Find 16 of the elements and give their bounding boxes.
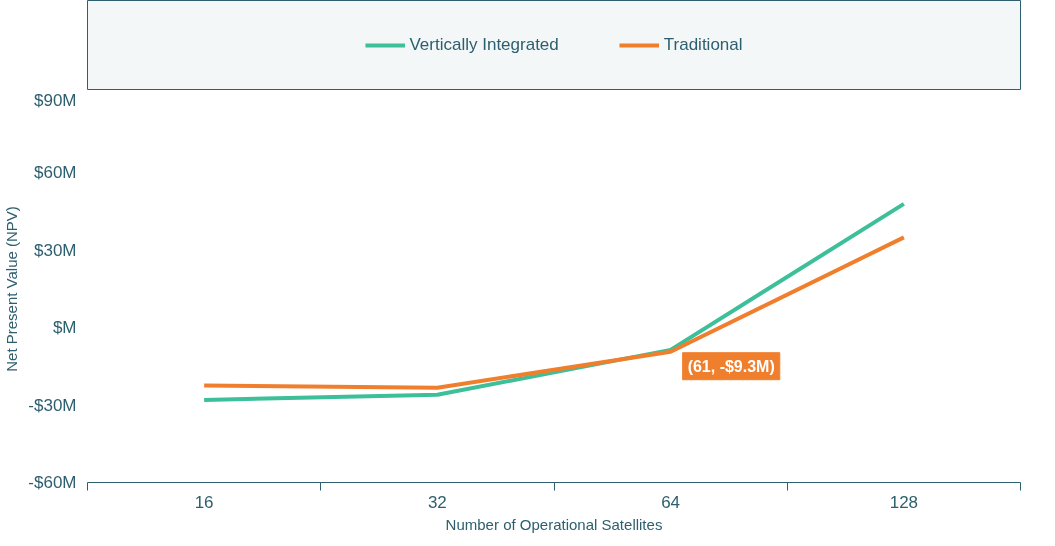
x-tick-label: 128 <box>889 492 919 512</box>
y-tick-label: -$60M <box>28 473 77 492</box>
annotation: (61, -$9.3M) <box>687 357 775 375</box>
x-axis-title: Number of Operational Satellites <box>445 515 663 533</box>
legend-label: Vertically Integrated <box>409 35 559 55</box>
x-tick-label: 32 <box>427 492 447 512</box>
x-tick-label: 64 <box>661 492 681 512</box>
y-axis-title: Net Present Value (NPV) <box>3 206 21 372</box>
legend-label: Traditional <box>663 35 743 55</box>
x-tick-label: 16 <box>194 492 214 512</box>
y-tick-label: $60M <box>33 163 77 183</box>
y-tick-label: $30M <box>33 240 77 260</box>
y-tick-label: $90M <box>33 90 77 110</box>
y-tick-label: $M <box>52 318 77 338</box>
line-series <box>202 235 906 390</box>
y-tick-label: -$30M <box>28 395 77 415</box>
